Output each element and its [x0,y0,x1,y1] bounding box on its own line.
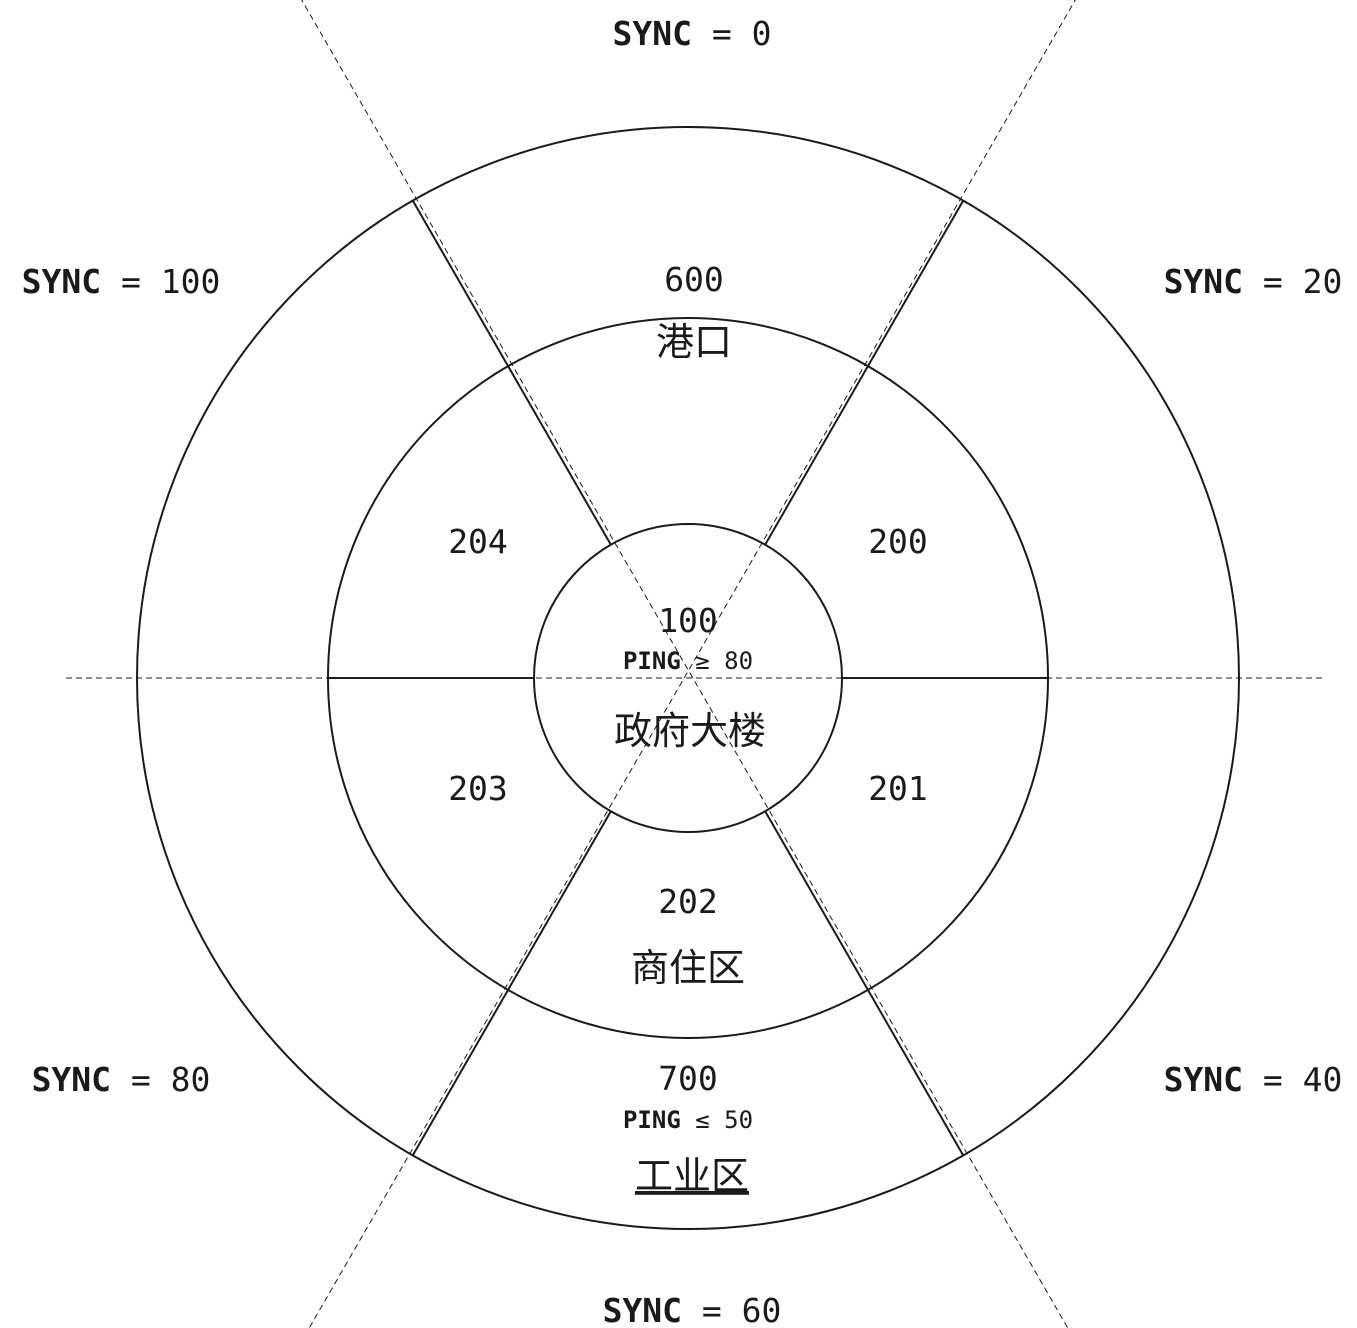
inner-zone-200: 200 [868,522,928,561]
outer-zone-top-name: 港口 [656,320,732,364]
center-circle [533,523,843,833]
sync-label-lower-left: SYNC = 80 [32,1060,211,1099]
outer-divider-top-right [867,200,964,367]
outer-zone-bottom-condition: PING ≤ 50 [623,1106,753,1134]
sync-label-top: SYNC = 0 [613,14,772,53]
outer-divider-bottom-right [867,989,964,1156]
guide-line-diagonal-b [308,0,1076,1328]
inner-divider-lower-left [507,810,612,991]
sync-label-upper-right: SYNC = 20 [1164,262,1343,301]
inner-zone-201: 201 [868,769,928,808]
inner-zone-204: 204 [448,522,508,561]
guide-line-diagonal-a [301,0,1069,1328]
outer-divider-bottom-left [412,989,509,1156]
inner-divider-upper-left [507,365,612,546]
outer-zone-bottom-name: 工业区 [635,1154,749,1198]
sync-label-upper-left: SYNC = 100 [22,262,221,301]
outer-zone-top-number: 600 [664,260,724,299]
center-zone-name: 政府大楼 [614,709,766,753]
center-zone-condition: PING ≥ 80 [623,647,753,675]
outer-ring [136,126,1240,1230]
inner-zone-203: 203 [448,769,508,808]
outer-zone-bottom-number: 700 [658,1059,718,1098]
inner-divider-upper-right [764,365,869,546]
inner-zone-202: 202 [658,882,718,921]
center-zone-number: 100 [658,601,718,640]
inner-zone-202-name: 商住区 [631,946,745,990]
sync-label-bottom: SYNC = 60 [603,1291,782,1328]
inner-divider-lower-right [764,810,869,991]
sync-label-lower-right: SYNC = 40 [1164,1060,1343,1099]
outer-divider-top-left [412,200,509,367]
